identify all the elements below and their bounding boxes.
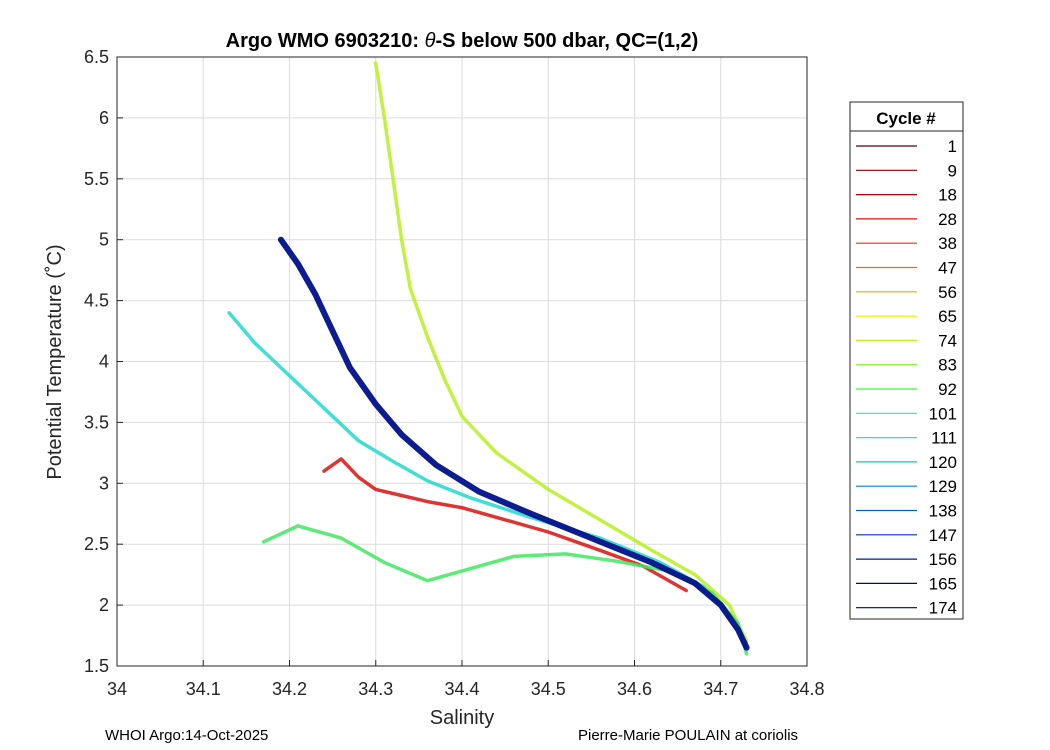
y-tick-label: 2 [99, 595, 109, 615]
legend-label-92: 92 [938, 380, 957, 399]
legend-label-129: 129 [929, 477, 957, 496]
y-tick-label: 2.5 [84, 534, 109, 554]
x-tick-label: 34.7 [703, 679, 738, 699]
y-tick-label: 3.5 [84, 412, 109, 432]
legend: Cycle # 1 9 18 28 38 47 56 65 74 83 92 101 111 120 129… [849, 101, 964, 620]
y-tick-label: 5 [99, 230, 109, 250]
legend-label-38: 38 [938, 234, 957, 253]
y-tick-label: 4 [99, 352, 109, 372]
series-line-mean-profile [277, 236, 750, 651]
x-tick-label: 34.8 [789, 679, 824, 699]
legend-entries: 1 9 18 28 38 47 56 65 74 83 92 101 111 120 129 138 147 15… [856, 137, 957, 618]
y-tick-label: 6 [99, 108, 109, 128]
legend-box [849, 101, 964, 620]
series-line-cycles-65-83 [373, 61, 749, 644]
y-axis-label: Potential Temperature (˚C) [44, 244, 66, 479]
x-tick-label: 34.1 [186, 679, 221, 699]
chart-title: Argo WMO 6903210: θ-S below 500 dbar, QC… [226, 30, 699, 52]
x-tick-label: 34.6 [617, 679, 652, 699]
y-tick-label: 3 [99, 473, 109, 493]
x-tick-label: 34.5 [531, 679, 566, 699]
legend-label-56: 56 [938, 283, 957, 302]
series-line-cycles-92-129 [227, 311, 740, 626]
legend-label-101: 101 [929, 404, 957, 423]
footer-credit-right: Pierre-Marie POULAIN at coriolis [578, 727, 798, 744]
x-tick-label: 34.3 [358, 679, 393, 699]
x-axis-label: Salinity [430, 707, 494, 729]
x-tick-label: 34.2 [272, 679, 307, 699]
series-line-cycles-1-47 [322, 457, 688, 593]
legend-label-138: 138 [929, 502, 957, 521]
y-tick-label: 1.5 [84, 656, 109, 676]
y-tick-label: 5.5 [84, 169, 109, 189]
legend-label-111: 111 [931, 429, 957, 448]
axis-ticks: 34 34.1 34.2 34.3 34.4 34.5 34.6 34.7 34.81.522.… [84, 47, 825, 699]
legend-label-65: 65 [938, 307, 957, 326]
x-tick-label: 34 [107, 679, 127, 699]
legend-label-28: 28 [938, 210, 957, 229]
legend-label-120: 120 [929, 453, 957, 472]
y-tick-label: 4.5 [84, 291, 109, 311]
legend-label-174: 174 [929, 599, 957, 618]
legend-label-147: 147 [929, 526, 957, 545]
series-line-cycles-83-101 [261, 524, 749, 656]
legend-label-1: 1 [948, 137, 957, 156]
footer-credit-left: WHOI Argo:14-Oct-2025 [105, 727, 268, 744]
legend-label-165: 165 [929, 574, 957, 593]
x-tick-label: 34.4 [444, 679, 479, 699]
legend-label-83: 83 [938, 356, 957, 375]
legend-label-156: 156 [929, 550, 957, 569]
series-group [227, 61, 750, 656]
legend-title: Cycle # [876, 109, 936, 128]
grid [116, 56, 808, 667]
legend-label-9: 9 [948, 161, 957, 180]
y-tick-label: 6.5 [84, 47, 109, 67]
legend-label-47: 47 [938, 259, 957, 278]
legend-label-74: 74 [938, 331, 957, 350]
legend-label-18: 18 [938, 186, 957, 205]
